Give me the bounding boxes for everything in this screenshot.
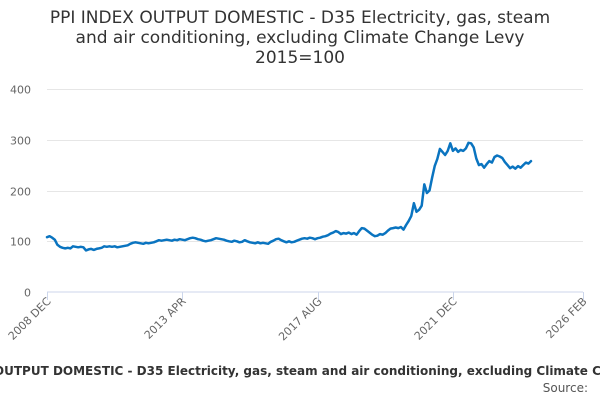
- gridlines: [47, 89, 583, 242]
- y-tick-label-0: 0: [24, 287, 31, 300]
- x-tick-label-2: 2017 AUG: [276, 295, 325, 344]
- x-tick-label-0: 2008 DEC: [6, 295, 54, 343]
- x-tick-label-1: 2013 APR: [142, 295, 189, 342]
- chart-title-line-2: and air conditioning, excluding Climate …: [75, 28, 525, 48]
- chart-title-line-3: 2015=100: [255, 48, 345, 68]
- source-label: Source:: [542, 381, 588, 395]
- y-tick-label-300: 300: [10, 135, 31, 148]
- chart-title: PPI INDEX OUTPUT DOMESTIC - D35 Electric…: [0, 8, 600, 68]
- x-axis-label: PPI INDEX OUTPUT DOMESTIC - D35 Electric…: [0, 362, 600, 380]
- x-axis-label-text: PPI INDEX OUTPUT DOMESTIC - D35 Electric…: [0, 364, 600, 378]
- chart-title-line-1: PPI INDEX OUTPUT DOMESTIC - D35 Electric…: [49, 8, 551, 28]
- y-axis-ticks: 0 100 200 300 400: [10, 84, 31, 300]
- series-layer: [45, 141, 533, 252]
- y-tick-label-400: 400: [10, 84, 31, 97]
- series-line-0: [45, 141, 533, 252]
- y-tick-label-200: 200: [10, 186, 31, 199]
- x-tick-label-3: 2021 DEC: [412, 295, 460, 343]
- x-axis-ticks: 2008 DEC 2013 APR 2017 AUG 2021 DEC 2026 FEB: [6, 292, 590, 343]
- x-tick-label-4: 2026 FEB: [543, 295, 589, 341]
- y-tick-label-100: 100: [10, 236, 31, 249]
